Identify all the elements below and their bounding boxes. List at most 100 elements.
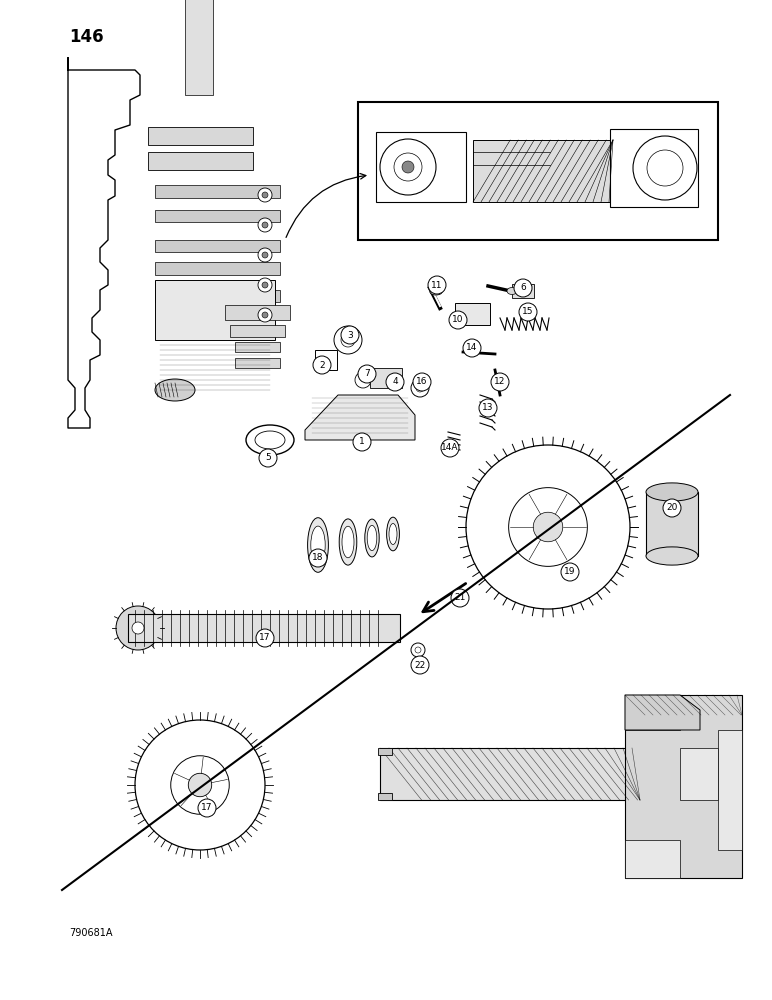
Circle shape <box>561 563 579 581</box>
Text: 12: 12 <box>494 377 506 386</box>
Circle shape <box>258 248 272 262</box>
Text: 19: 19 <box>564 568 576 576</box>
Text: 2: 2 <box>319 360 325 369</box>
Polygon shape <box>305 395 415 440</box>
Bar <box>370 368 402 388</box>
Circle shape <box>358 365 376 383</box>
Circle shape <box>258 218 272 232</box>
Circle shape <box>633 136 697 200</box>
Ellipse shape <box>646 547 698 565</box>
Circle shape <box>411 643 425 657</box>
Circle shape <box>466 445 630 609</box>
Bar <box>378 793 392 800</box>
Bar <box>625 695 680 730</box>
Text: 21: 21 <box>454 593 466 602</box>
Circle shape <box>533 512 563 542</box>
Bar <box>155 185 280 198</box>
Ellipse shape <box>246 425 294 455</box>
Circle shape <box>380 139 436 195</box>
Circle shape <box>313 356 331 374</box>
Circle shape <box>258 278 272 292</box>
Bar <box>378 748 392 755</box>
Bar <box>148 152 253 170</box>
Circle shape <box>355 372 371 388</box>
Text: 14: 14 <box>466 344 478 353</box>
Circle shape <box>491 373 509 391</box>
Circle shape <box>262 192 268 198</box>
Text: 15: 15 <box>522 308 533 316</box>
Circle shape <box>341 333 355 347</box>
Circle shape <box>647 150 683 186</box>
Text: 16: 16 <box>416 377 428 386</box>
Circle shape <box>135 720 265 850</box>
Circle shape <box>451 589 469 607</box>
Circle shape <box>353 433 371 451</box>
Circle shape <box>514 279 532 297</box>
Ellipse shape <box>387 517 399 551</box>
Bar <box>455 303 490 325</box>
Circle shape <box>116 606 160 650</box>
Circle shape <box>428 276 446 294</box>
Circle shape <box>441 439 459 457</box>
Circle shape <box>262 222 268 228</box>
Ellipse shape <box>367 525 377 551</box>
Bar <box>680 748 718 800</box>
Text: 4: 4 <box>392 377 398 386</box>
Ellipse shape <box>311 526 325 564</box>
Bar <box>235 342 280 352</box>
Text: 790681A: 790681A <box>69 928 113 938</box>
Circle shape <box>309 549 327 567</box>
Circle shape <box>341 326 359 344</box>
Circle shape <box>259 449 277 467</box>
Bar <box>155 210 280 222</box>
Text: 1: 1 <box>359 438 365 446</box>
Circle shape <box>258 308 272 322</box>
Bar <box>646 492 698 556</box>
Bar <box>610 129 698 207</box>
Bar <box>185 0 213 95</box>
Ellipse shape <box>646 483 698 501</box>
Bar <box>155 280 275 340</box>
Circle shape <box>386 373 404 391</box>
Circle shape <box>416 384 424 392</box>
Text: 3: 3 <box>347 330 353 340</box>
Text: 13: 13 <box>482 403 494 412</box>
Bar <box>625 695 742 878</box>
Bar <box>155 240 280 252</box>
Ellipse shape <box>365 519 379 557</box>
Bar <box>155 290 280 302</box>
Ellipse shape <box>155 379 195 401</box>
Bar <box>315 350 337 370</box>
Text: 18: 18 <box>312 554 323 562</box>
Text: 6: 6 <box>520 284 526 292</box>
Circle shape <box>449 311 467 329</box>
Text: 146: 146 <box>69 28 104 46</box>
Ellipse shape <box>342 526 354 558</box>
Text: 11: 11 <box>432 280 443 290</box>
Bar <box>230 325 285 337</box>
Bar <box>376 132 466 202</box>
Circle shape <box>479 399 497 417</box>
Ellipse shape <box>339 519 357 565</box>
Bar <box>512 284 534 298</box>
Circle shape <box>402 161 414 173</box>
Text: 7: 7 <box>364 369 370 378</box>
Circle shape <box>171 756 229 814</box>
Circle shape <box>663 499 681 517</box>
Circle shape <box>413 373 431 391</box>
Bar <box>235 358 280 368</box>
Text: 17: 17 <box>259 634 271 643</box>
Circle shape <box>262 312 268 318</box>
Bar <box>380 748 640 800</box>
Ellipse shape <box>389 524 397 544</box>
Circle shape <box>519 303 537 321</box>
Text: 5: 5 <box>265 454 271 462</box>
Bar <box>225 305 290 320</box>
Ellipse shape <box>507 288 517 294</box>
Circle shape <box>394 153 422 181</box>
Text: 17: 17 <box>201 804 213 812</box>
Bar <box>718 730 742 850</box>
Circle shape <box>334 326 362 354</box>
Circle shape <box>262 282 268 288</box>
Bar <box>625 840 680 878</box>
